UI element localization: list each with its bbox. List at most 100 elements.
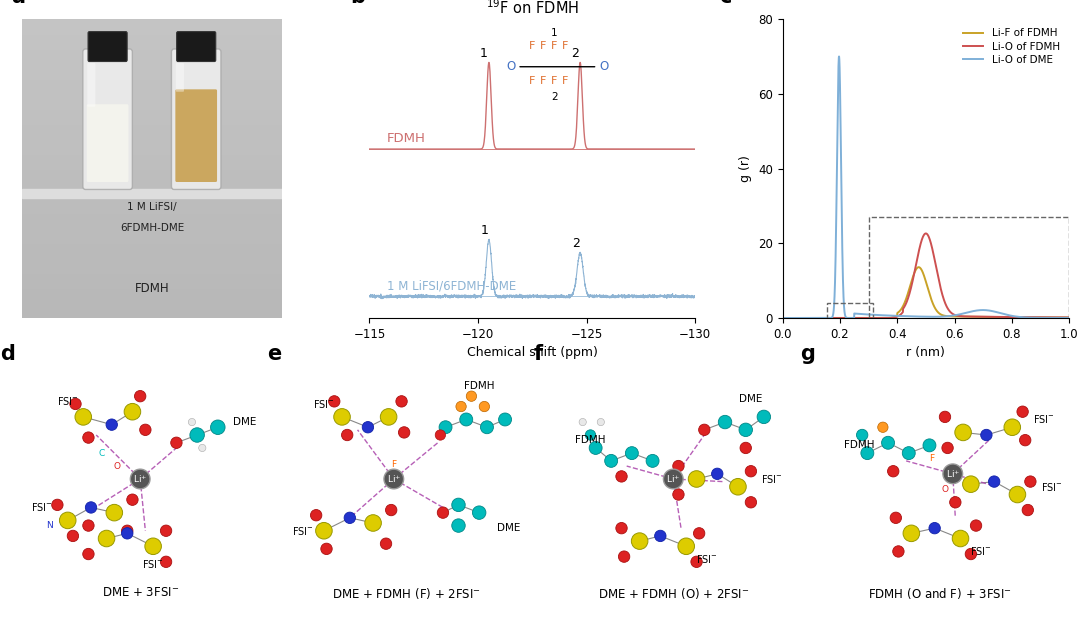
- Text: DME: DME: [233, 417, 257, 427]
- Circle shape: [893, 546, 904, 557]
- Circle shape: [745, 466, 757, 477]
- Circle shape: [481, 421, 494, 434]
- Circle shape: [467, 391, 476, 401]
- Circle shape: [745, 497, 757, 508]
- Bar: [22, 258, 282, 273]
- Text: C: C: [98, 448, 105, 458]
- Circle shape: [451, 519, 465, 532]
- Circle shape: [740, 442, 752, 453]
- Circle shape: [619, 551, 630, 562]
- Text: e: e: [267, 344, 281, 364]
- X-axis label: Chemical shift (ppm): Chemical shift (ppm): [467, 346, 598, 359]
- Circle shape: [739, 423, 753, 436]
- Circle shape: [605, 454, 618, 467]
- Circle shape: [654, 530, 666, 542]
- Circle shape: [947, 466, 958, 477]
- Legend: Li-F of FDMH, Li-O of FDMH, Li-O of DME: Li-F of FDMH, Li-O of FDMH, Li-O of DME: [958, 24, 1064, 69]
- Text: FSI$^{-}$: FSI$^{-}$: [31, 501, 53, 513]
- Circle shape: [953, 530, 969, 547]
- Text: FDMH: FDMH: [845, 440, 875, 450]
- Circle shape: [1017, 406, 1028, 417]
- Li-O of DME: [809, 314, 822, 322]
- Circle shape: [480, 401, 489, 411]
- Text: FDMH: FDMH: [464, 381, 495, 391]
- Text: O: O: [113, 462, 120, 471]
- Li-F of FDMH: [899, 298, 912, 306]
- Circle shape: [106, 419, 118, 431]
- Circle shape: [712, 468, 723, 480]
- Text: FDMH: FDMH: [575, 435, 606, 445]
- Text: F: F: [562, 76, 568, 86]
- Circle shape: [923, 439, 936, 452]
- Li-F of FDMH: [1063, 314, 1076, 321]
- Text: FSI$^{-}$: FSI$^{-}$: [696, 553, 718, 565]
- Text: 2: 2: [551, 92, 557, 102]
- Circle shape: [122, 525, 133, 536]
- Text: d: d: [0, 344, 15, 364]
- Circle shape: [966, 548, 976, 560]
- Circle shape: [124, 403, 140, 420]
- Circle shape: [384, 469, 404, 489]
- Text: DME + 3FSI$^{-}$: DME + 3FSI$^{-}$: [102, 586, 179, 598]
- Bar: [22, 288, 282, 303]
- Text: O: O: [599, 60, 609, 73]
- Circle shape: [328, 396, 340, 407]
- Circle shape: [460, 413, 473, 426]
- Li-F of FDMH: [809, 314, 822, 322]
- Text: F: F: [551, 76, 557, 86]
- Bar: [868, 217, 1069, 326]
- Circle shape: [145, 538, 161, 555]
- Circle shape: [131, 469, 150, 489]
- Bar: [22, 190, 282, 198]
- Circle shape: [861, 446, 874, 460]
- Bar: [22, 64, 282, 79]
- Circle shape: [83, 432, 94, 443]
- Bar: [22, 303, 282, 318]
- Li-O of FDMH: [886, 314, 899, 321]
- Li-O of DME: [833, 53, 846, 60]
- Circle shape: [881, 436, 894, 449]
- Circle shape: [691, 556, 702, 567]
- Bar: [22, 94, 282, 109]
- Circle shape: [955, 424, 971, 441]
- FancyBboxPatch shape: [83, 49, 133, 190]
- Bar: [22, 244, 282, 258]
- Bar: [22, 169, 282, 183]
- Text: FDMH: FDMH: [387, 132, 426, 145]
- Bar: [22, 79, 282, 94]
- Li-F of FDMH: [1057, 314, 1070, 321]
- Circle shape: [962, 476, 980, 492]
- Text: F: F: [529, 41, 536, 52]
- Li-O of FDMH: [919, 230, 932, 237]
- Li-O of FDMH: [826, 314, 839, 322]
- Text: FSI$^{-}$: FSI$^{-}$: [761, 473, 783, 485]
- Li-F of FDMH: [913, 263, 926, 271]
- Text: b: b: [350, 0, 365, 7]
- Circle shape: [988, 476, 1000, 487]
- Circle shape: [940, 411, 950, 422]
- Text: 1: 1: [551, 29, 557, 38]
- Circle shape: [903, 525, 920, 542]
- Text: DME + FDMH (O) + 2FSI$^{-}$: DME + FDMH (O) + 2FSI$^{-}$: [597, 586, 750, 600]
- FancyBboxPatch shape: [172, 49, 221, 190]
- Text: N: N: [46, 521, 53, 530]
- Text: 2: 2: [570, 47, 579, 60]
- Circle shape: [171, 437, 183, 448]
- Circle shape: [970, 520, 982, 531]
- Circle shape: [730, 478, 746, 495]
- Circle shape: [597, 418, 605, 425]
- Bar: [22, 198, 282, 214]
- Li-O of DME: [1057, 314, 1070, 322]
- Circle shape: [190, 428, 204, 442]
- Circle shape: [856, 429, 868, 441]
- Circle shape: [160, 525, 172, 536]
- Bar: [22, 214, 282, 228]
- Circle shape: [890, 512, 902, 523]
- Circle shape: [83, 520, 94, 531]
- Li-F of FDMH: [777, 314, 789, 322]
- Text: FSI$^{-}$: FSI$^{-}$: [143, 558, 164, 570]
- Text: Li$^{+}$: Li$^{+}$: [946, 468, 960, 480]
- Circle shape: [126, 494, 138, 506]
- Li-F of FDMH: [886, 314, 899, 321]
- Text: DME + FDMH (F) + 2FSI$^{-}$: DME + FDMH (F) + 2FSI$^{-}$: [333, 586, 482, 600]
